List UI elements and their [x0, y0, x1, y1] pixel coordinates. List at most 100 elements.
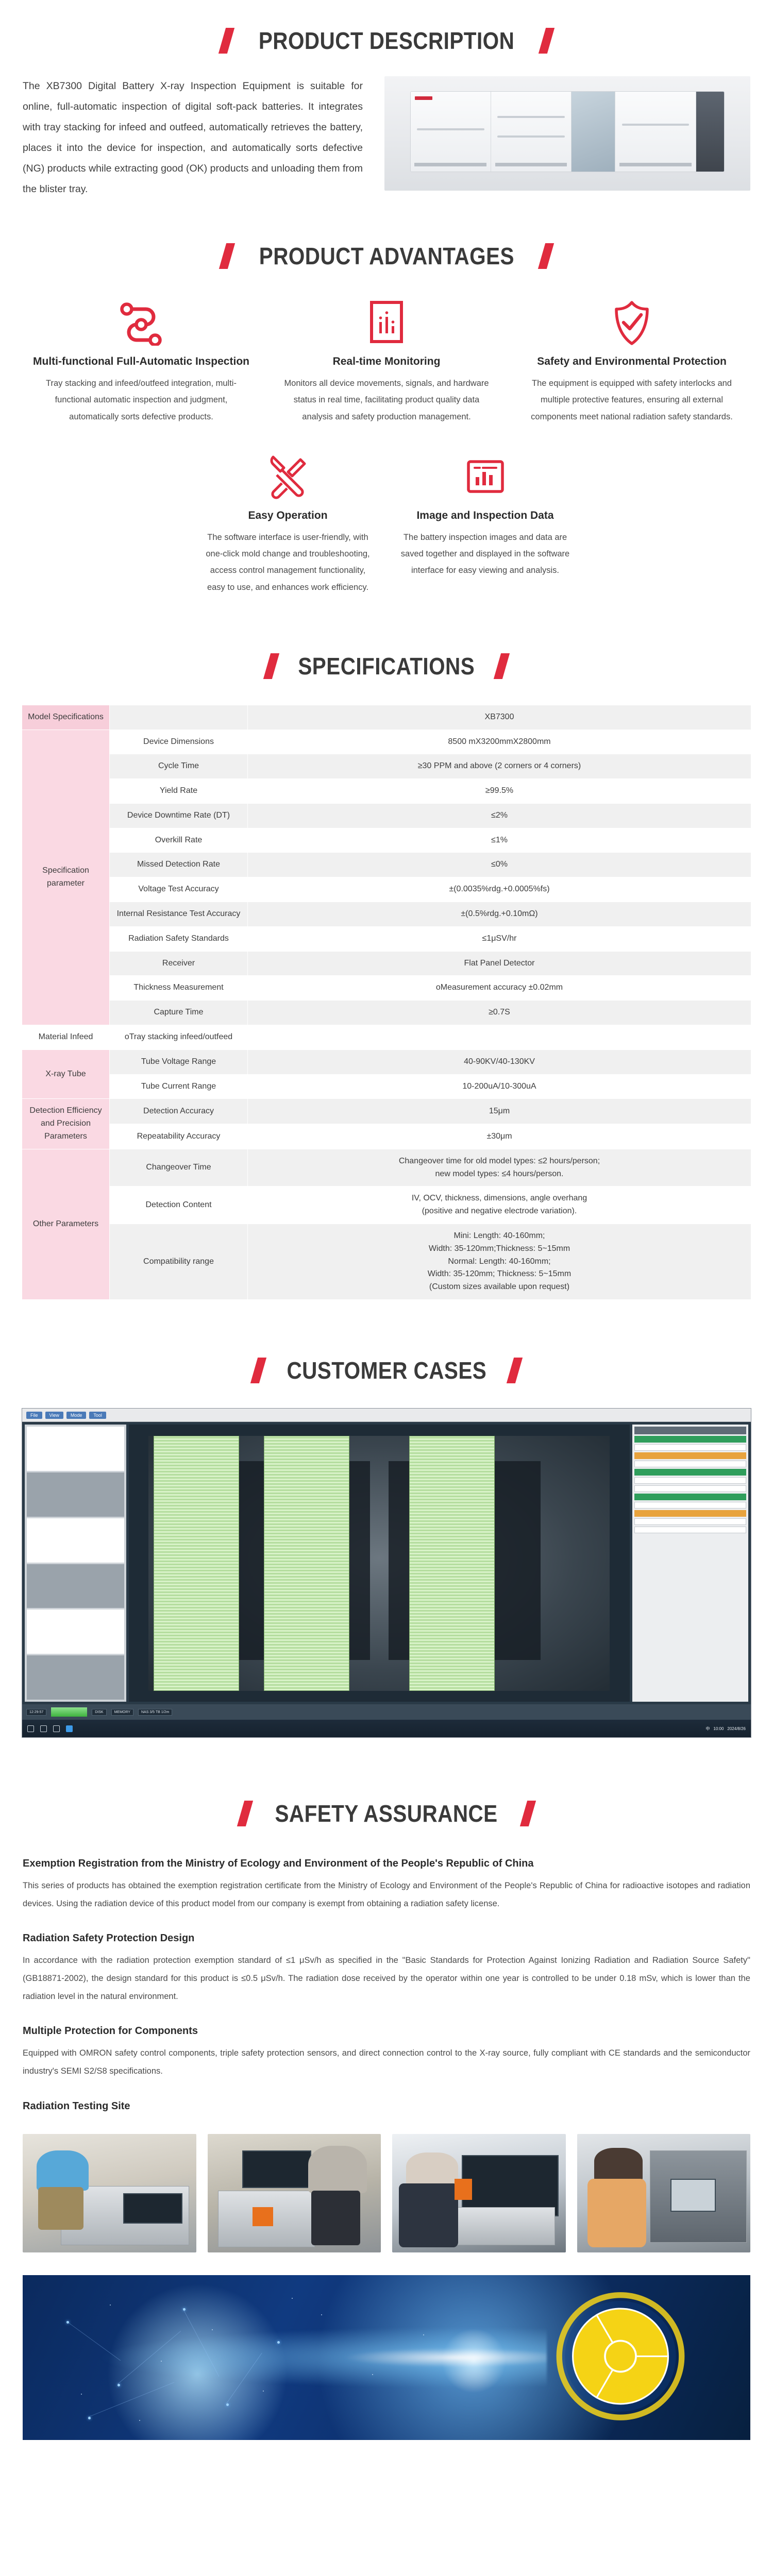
spec-category-cell: Other Parameters	[22, 1148, 110, 1300]
search-icon[interactable]	[40, 1725, 47, 1732]
product-page: PRODUCT DESCRIPTION The XB7300 Digital B…	[0, 27, 773, 2440]
safety-heading: Multiple Protection for Components	[23, 2025, 198, 2037]
slash-left-icon	[250, 1358, 266, 1384]
slash-left-icon	[237, 1801, 254, 1827]
advantage-title: Image and Inspection Data	[416, 509, 554, 521]
slash-left-icon	[263, 653, 280, 679]
advantage-body: The equipment is equipped with safety in…	[531, 379, 733, 421]
page-title-specifications: SPECIFICATIONS	[298, 652, 475, 680]
table-row: Material Infeed oTray stacking infeed/out…	[22, 1025, 751, 1050]
testing-photo-panel-operator	[392, 2133, 566, 2252]
spec-label-cell: Capture Time	[109, 1000, 248, 1026]
machine-illustration	[410, 91, 725, 173]
spec-category-cell: Detection Efficiency and Precision Param…	[22, 1098, 110, 1149]
testing-photo-engineer-monitor	[207, 2133, 381, 2252]
menu-item[interactable]: Mode	[66, 1411, 87, 1419]
spec-value-cell: ≤1μSV/hr	[247, 926, 751, 952]
safety-assurance-block: Exemption Registration from the Ministry…	[0, 1855, 773, 2114]
advantage-card-easy-operation: Easy Operation The software interface is…	[189, 453, 386, 596]
spec-value-cell: Mini: Length: 40-160mm; Width: 35-120mm;T…	[247, 1224, 751, 1300]
start-icon[interactable]	[27, 1725, 34, 1732]
light-beam	[95, 2326, 547, 2388]
spec-label-cell: Changeover Time	[109, 1148, 248, 1187]
machine-panel	[410, 91, 491, 172]
monitor-chart-icon	[277, 299, 496, 347]
table-row: Voltage Test Accuracy ±(0.0035%rdg.+0.000…	[22, 877, 751, 903]
measurement-grid-right	[409, 1435, 495, 1691]
circuit-path-icon	[32, 299, 250, 347]
spec-value-cell: ≤1%	[247, 827, 751, 853]
spec-value-cell: ±(0.0035%rdg.+0.0005%fs)	[247, 877, 751, 903]
radiation-hazard-icon	[556, 2292, 685, 2423]
app-workspace	[22, 1422, 751, 1705]
radiation-banner	[23, 2275, 750, 2440]
spec-value-cell: 40-90KV/40-130KV	[247, 1049, 751, 1075]
spec-value-cell: oMeasurement accuracy ±0.02mm	[247, 975, 751, 1001]
machine-control-column	[696, 91, 725, 172]
spec-value-cell: 10-200uA/10-300uA	[247, 1074, 751, 1099]
spec-label-cell: Material Infeed	[22, 1025, 110, 1050]
measurement-grid-left	[154, 1435, 239, 1691]
table-row: Thickness Measurement oMeasurement accura…	[22, 975, 751, 1001]
cpu-graph	[51, 1707, 88, 1717]
advantage-card-safety-environmental: Safety and Environmental Protection The …	[509, 299, 754, 425]
brand-logo-mark	[414, 96, 432, 100]
spec-value-cell: ≥0.7S	[247, 1000, 751, 1026]
safety-heading: Radiation Safety Protection Design	[23, 1933, 195, 1944]
table-row: Device Downtime Rate (DT) ≤2%	[22, 803, 751, 828]
spec-value-cell: IV, OCV, thickness, dimensions, angle ov…	[247, 1186, 751, 1225]
spec-label-cell: Device Dimensions	[109, 729, 248, 755]
taskview-icon[interactable]	[53, 1725, 60, 1732]
advantage-card-multi-functional: Multi-functional Full-Automatic Inspecti…	[19, 299, 264, 425]
spec-value-cell: ±30μm	[247, 1124, 751, 1149]
section-header-customer-cases: CUSTOMER CASES	[0, 1357, 773, 1384]
spec-value-cell: ≥30 PPM and above (2 corners or 4 corner…	[247, 754, 751, 779]
spec-value-cell: 8500 mX3200mmX2800mm	[247, 729, 751, 755]
table-row: Detection Efficiency and Precision Param…	[22, 1098, 751, 1149]
tray-lang-icon[interactable]: 中	[705, 1726, 710, 1731]
results-panel[interactable]	[632, 1425, 748, 1702]
spec-label-cell: Tube Current Range	[109, 1074, 248, 1099]
menu-item[interactable]: View	[45, 1411, 63, 1419]
menu-item[interactable]: File	[26, 1411, 42, 1419]
spec-value-cell: ±(0.5%rdg.+0.10mΩ)	[247, 902, 751, 927]
table-row: X-ray Tube Tube Voltage Range 40-90KV/40-1…	[22, 1049, 751, 1099]
advantage-title: Easy Operation	[248, 509, 328, 521]
slash-right-icon	[519, 1801, 536, 1827]
machine-panel	[615, 91, 696, 172]
table-row: Specification parameter Device Dimensions…	[22, 729, 751, 1026]
advantage-body: Monitors all device movements, signals, …	[284, 379, 489, 421]
advantage-body: The battery inspection images and data a…	[400, 533, 570, 575]
testing-photo-ladder-technician	[23, 2133, 196, 2252]
slash-right-icon	[538, 243, 554, 269]
spec-label-cell: Overkill Rate	[109, 827, 248, 853]
menu-item[interactable]: Tool	[89, 1411, 106, 1419]
page-title-safety: SAFETY ASSURANCE	[275, 1800, 498, 1827]
system-monitor-bar: 12:29:57 DISK MEMORY NAS 3/5 TB 1/2m	[22, 1704, 751, 1720]
spec-value-cell: 15μm	[247, 1098, 751, 1125]
spec-category-cell: X-ray Tube	[22, 1049, 110, 1099]
slash-left-icon	[219, 243, 235, 269]
safety-heading: Exemption Registration from the Ministry…	[23, 1858, 534, 1870]
taskbar-clock-time: 10:00	[713, 1726, 724, 1731]
spec-label-cell: Tube Voltage Range	[109, 1049, 248, 1075]
app-icon[interactable]	[66, 1725, 73, 1732]
spec-value-cell: oTray stacking infeed/outfeed	[109, 1025, 248, 1050]
table-row: Model Specifications XB7300	[22, 704, 751, 730]
nas-chip: NAS 3/5 TB 1/2m	[138, 1708, 173, 1716]
spec-label-cell: Device Downtime Rate (DT)	[109, 803, 248, 828]
page-title-description: PRODUCT DESCRIPTION	[258, 27, 515, 54]
table-row: Repeatability Accuracy ±30μm	[22, 1124, 751, 1149]
spec-label-cell: Radiation Safety Standards	[109, 926, 248, 952]
description-paragraph: The XB7300 Digital Battery X-ray Inspect…	[23, 80, 363, 195]
image-data-icon	[400, 453, 570, 501]
table-row: Detection Content IV, OCV, thickness, dim…	[22, 1186, 751, 1225]
table-row: Yield Rate ≥99.5%	[22, 778, 751, 804]
measurement-grid-mid	[264, 1435, 349, 1691]
thumbnail-panel[interactable]	[25, 1425, 126, 1702]
windows-taskbar: 中 10:00 2024/8/26	[22, 1720, 751, 1738]
description-block: The XB7300 Digital Battery X-ray Inspect…	[0, 76, 773, 200]
spec-label-cell: Missed Detection Rate	[109, 852, 248, 878]
spec-label-cell: Repeatability Accuracy	[109, 1124, 248, 1149]
xray-image-viewer[interactable]	[128, 1425, 630, 1702]
